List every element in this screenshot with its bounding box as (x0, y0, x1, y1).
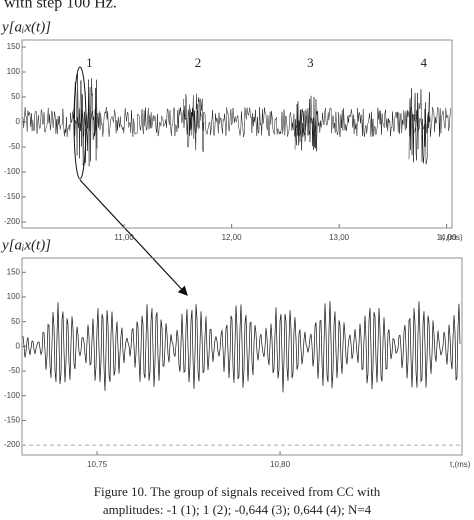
burst-trace (73, 73, 98, 167)
y-tick-label: -150 (4, 416, 21, 425)
caption-line: Figure 10. The group of signals received… (94, 484, 381, 499)
burst-label: 4 (421, 55, 428, 70)
y-tick-label: 100 (7, 67, 21, 76)
y-tick-label: 0 (16, 117, 21, 126)
y-tick-label: -100 (4, 167, 21, 176)
signal-trace (22, 300, 461, 393)
burst-label: 1 (86, 55, 93, 70)
y-tick-label: -150 (4, 192, 21, 201)
burst-trace (408, 88, 431, 166)
y-axis-label: y[aᵢx(t)] (0, 237, 51, 253)
y-tick-label: 150 (7, 42, 21, 51)
y-tick-label: -50 (8, 366, 20, 375)
burst-label: 2 (195, 55, 202, 70)
caption-line: amplitudes: -1 (1); 1 (2); -0,644 (3); 0… (103, 502, 372, 517)
x-tick-label: 12,00 (222, 233, 243, 242)
x-tick-label: 13,00 (329, 233, 350, 242)
plot-frame (21, 257, 463, 456)
y-tick-label: 100 (7, 292, 21, 301)
y-tick-label: 50 (11, 92, 20, 101)
header-text: with step 100 Hz. (4, 0, 117, 12)
y-tick-label: 150 (7, 267, 21, 276)
x-tick-label: 10,75 (87, 460, 108, 469)
x-tick-label: 14,00 (437, 233, 458, 242)
noise-trace (22, 106, 451, 137)
x-axis-label: t, (ms) (440, 233, 463, 242)
y-tick-label: 0 (16, 341, 21, 350)
x-tick-label: 11,00 (114, 233, 134, 242)
x-tick-label: 10,80 (270, 460, 291, 469)
y-axis-label: y[aᵢx(t)] (0, 19, 51, 35)
burst-label: 3 (307, 55, 314, 70)
y-tick-label: -100 (4, 391, 21, 400)
zoom-arrow (79, 179, 188, 296)
x-axis-label: t,(ms) (450, 460, 471, 469)
y-tick-label: -50 (8, 142, 20, 151)
y-tick-label: -200 (4, 217, 21, 226)
plot-frame (21, 39, 453, 229)
burst-trace (294, 95, 318, 152)
y-tick-label: -200 (4, 440, 21, 449)
y-tick-label: 50 (11, 317, 20, 326)
burst-trace (183, 93, 205, 153)
